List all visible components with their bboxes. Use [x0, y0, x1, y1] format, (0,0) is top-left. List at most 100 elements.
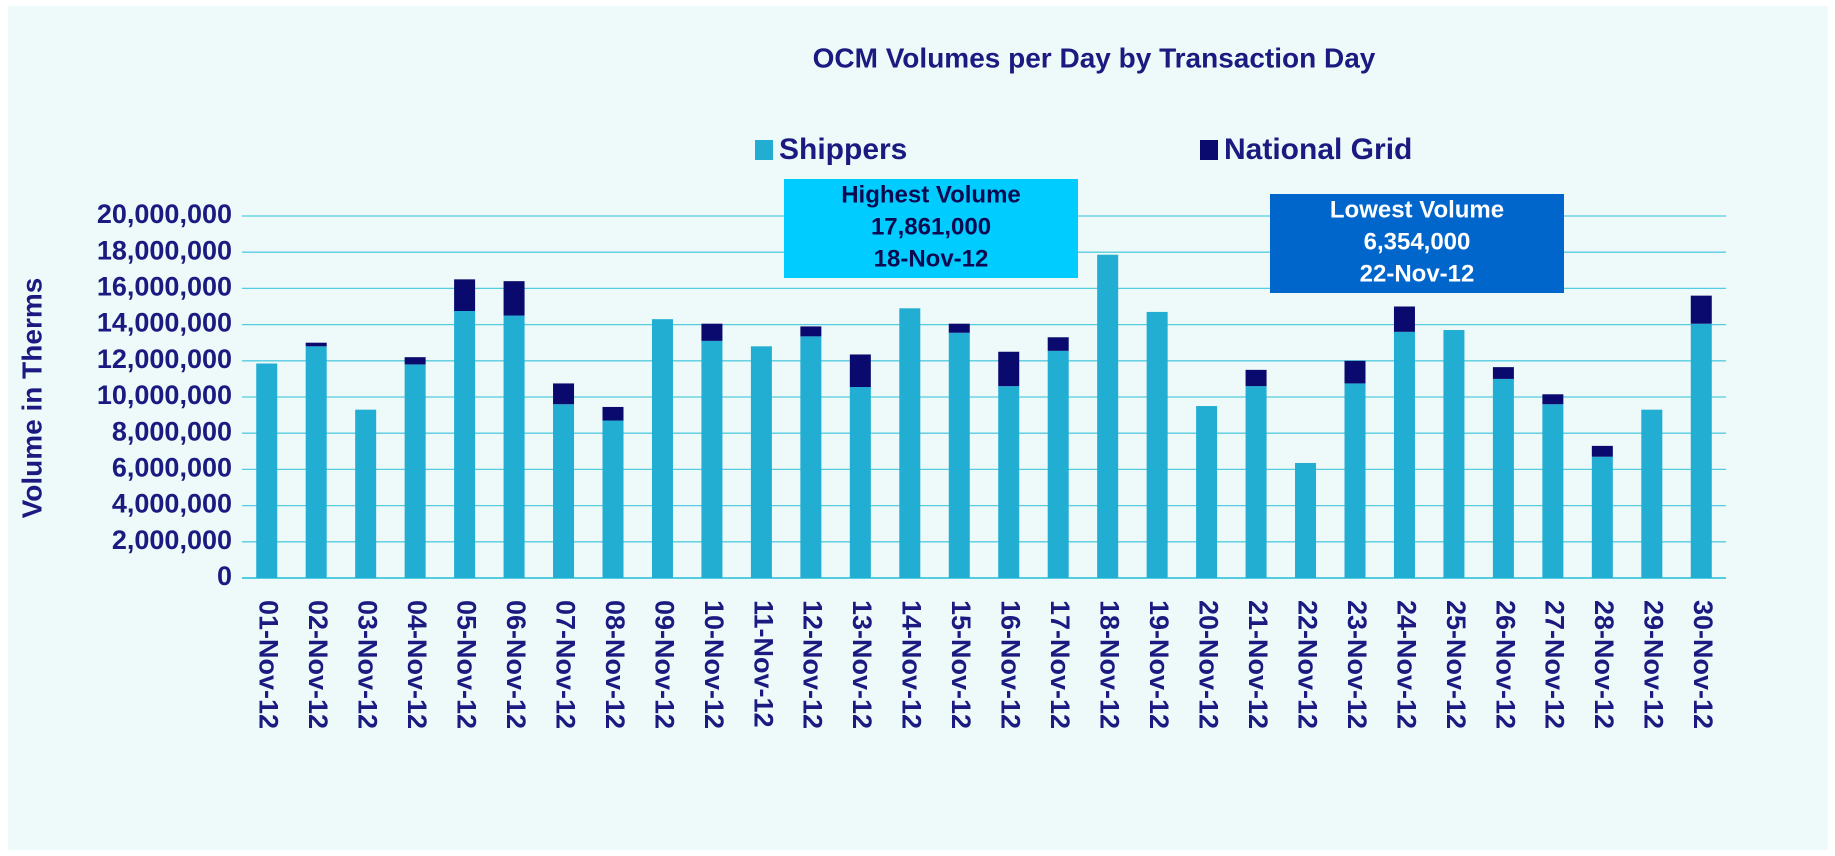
- x-tick-label: 18-Nov-12: [1095, 600, 1125, 729]
- bar-segment: [1344, 383, 1366, 578]
- annotation-text: 22-Nov-12: [1360, 260, 1475, 287]
- legend-label: National Grid: [1224, 133, 1412, 166]
- bar-segment: [305, 346, 327, 578]
- annotation-box: [1270, 194, 1564, 293]
- y-tick-label: 6,000,000: [112, 453, 232, 483]
- y-axis-label: Volume in Therms: [16, 278, 47, 519]
- bar-segment: [750, 346, 772, 578]
- x-tick-label: 01-Nov-12: [254, 600, 284, 729]
- x-tick-label: 10-Nov-12: [699, 600, 729, 729]
- y-tick-label: 4,000,000: [112, 489, 232, 519]
- bar-segment: [651, 319, 673, 578]
- bar-segment: [503, 315, 525, 578]
- x-tick-label: 24-Nov-12: [1391, 600, 1421, 729]
- x-tick-label: 17-Nov-12: [1045, 600, 1075, 729]
- bar-segment: [849, 387, 871, 578]
- bar-segment: [998, 386, 1020, 578]
- x-tick-label: 05-Nov-12: [451, 600, 481, 729]
- bar-segment: [1393, 306, 1415, 332]
- x-tick-label: 20-Nov-12: [1193, 600, 1223, 729]
- legend-swatch: [755, 140, 773, 160]
- bar-segment: [1047, 337, 1069, 351]
- y-tick-label: 14,000,000: [97, 308, 232, 338]
- bar-segment: [1542, 394, 1564, 405]
- x-tick-label: 14-Nov-12: [897, 600, 927, 729]
- bar-segment: [701, 340, 723, 578]
- bar-segment: [404, 357, 426, 365]
- bar-segment: [1443, 330, 1465, 578]
- annotation-text: 18-Nov-12: [874, 245, 989, 272]
- bar-segment: [305, 342, 327, 347]
- x-tick-label: 26-Nov-12: [1490, 600, 1520, 729]
- bar-segment: [553, 383, 575, 405]
- legend-swatch: [1200, 140, 1218, 160]
- annotation-text: 6,354,000: [1364, 228, 1471, 255]
- bar-segment: [800, 336, 822, 578]
- bar-segment: [454, 311, 476, 578]
- x-tick-label: 07-Nov-12: [550, 600, 580, 729]
- y-tick-label: 8,000,000: [112, 416, 232, 446]
- bar-segment: [1542, 404, 1564, 578]
- bar-segment: [1097, 254, 1119, 579]
- bar-segment: [602, 420, 624, 578]
- x-tick-label: 02-Nov-12: [303, 600, 333, 729]
- bar-segment: [1690, 295, 1712, 324]
- bar-segment: [404, 364, 426, 578]
- x-tick-label: 28-Nov-12: [1589, 600, 1619, 729]
- x-tick-label: 27-Nov-12: [1540, 600, 1570, 729]
- bar-segment: [454, 279, 476, 312]
- bar-segment: [899, 308, 921, 578]
- bar-segment: [800, 326, 822, 337]
- bar-segment: [849, 354, 871, 388]
- x-tick-label: 15-Nov-12: [946, 600, 976, 729]
- x-tick-label: 21-Nov-12: [1243, 600, 1273, 729]
- bar-segment: [948, 323, 970, 333]
- x-tick-label: 11-Nov-12: [748, 600, 778, 728]
- y-tick-label: 2,000,000: [112, 525, 232, 555]
- x-tick-label: 23-Nov-12: [1342, 600, 1372, 729]
- bar-segment: [1245, 386, 1267, 578]
- bar-segment: [1344, 360, 1366, 384]
- x-tick-label: 03-Nov-12: [353, 600, 383, 729]
- bar-segment: [256, 363, 278, 578]
- annotation-text: Highest Volume: [841, 181, 1021, 208]
- bar-segment: [1047, 350, 1069, 578]
- bar-segment: [1146, 311, 1168, 578]
- annotation-box: [784, 179, 1078, 278]
- bar-segment: [602, 406, 624, 421]
- bar-segment: [998, 351, 1020, 387]
- x-tick-label: 16-Nov-12: [996, 600, 1026, 729]
- x-tick-label: 09-Nov-12: [649, 600, 679, 729]
- y-tick-label: 20,000,000: [97, 199, 232, 229]
- chart-title: OCM Volumes per Day by Transaction Day: [813, 42, 1376, 73]
- y-tick-label: 0: [217, 561, 232, 591]
- bar-segment: [1393, 331, 1415, 578]
- bar-segment: [1641, 409, 1663, 578]
- bar-segment: [948, 332, 970, 578]
- x-tick-label: 04-Nov-12: [402, 600, 432, 729]
- annotation-text: 17,861,000: [871, 213, 991, 240]
- x-tick-label: 25-Nov-12: [1441, 600, 1471, 729]
- bar-segment: [1295, 462, 1317, 578]
- annotation-text: Lowest Volume: [1330, 196, 1504, 223]
- bar-segment: [355, 409, 377, 578]
- bar-segment: [1245, 369, 1267, 387]
- y-tick-label: 12,000,000: [97, 344, 232, 374]
- y-tick-label: 10,000,000: [97, 380, 232, 410]
- bar-segment: [1492, 378, 1514, 578]
- bar-segment: [1196, 406, 1218, 578]
- x-tick-label: 19-Nov-12: [1144, 600, 1174, 729]
- legend-label: Shippers: [779, 133, 907, 166]
- bar-segment: [1591, 456, 1613, 578]
- x-tick-label: 29-Nov-12: [1639, 600, 1669, 729]
- x-tick-label: 08-Nov-12: [600, 600, 630, 729]
- bar-segment: [701, 323, 723, 341]
- x-tick-label: 06-Nov-12: [501, 600, 531, 729]
- bar-segment: [1690, 323, 1712, 578]
- bar-segment: [1492, 367, 1514, 379]
- y-tick-label: 16,000,000: [97, 272, 232, 302]
- bar-segment: [553, 404, 575, 578]
- x-tick-label: 30-Nov-12: [1688, 600, 1718, 729]
- x-tick-label: 22-Nov-12: [1292, 600, 1322, 729]
